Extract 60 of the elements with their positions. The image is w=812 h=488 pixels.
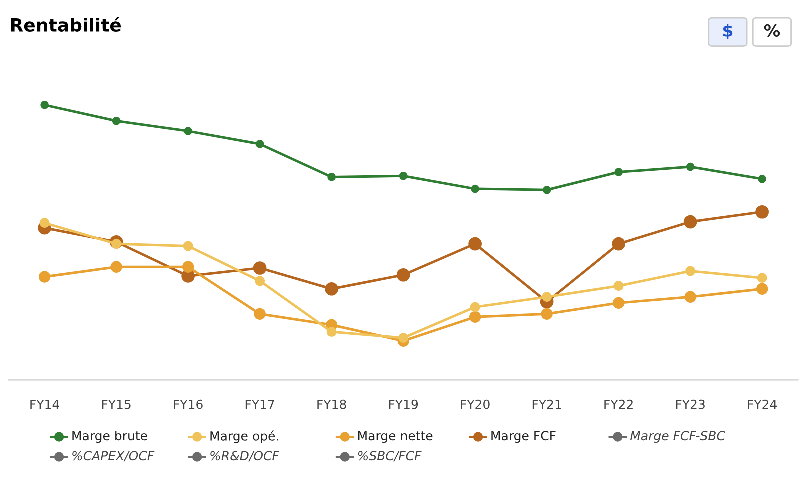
- chart-title: Rentabilité: [11, 17, 122, 32]
- point: [328, 173, 336, 182]
- legend-label: Marge FCF: [492, 431, 556, 444]
- legend-label: %R&D/OCF: [210, 451, 280, 462]
- x-tick-label: FY24: [748, 400, 777, 410]
- point: [469, 311, 482, 324]
- point: [756, 205, 769, 219]
- point: [326, 327, 337, 338]
- point: [758, 174, 766, 184]
- legend-label: %SBC/FCF: [358, 451, 422, 462]
- point: [38, 271, 51, 283]
- point: [614, 281, 624, 292]
- point: [182, 261, 194, 273]
- point: [40, 101, 49, 110]
- point: [471, 184, 480, 194]
- point: [612, 237, 626, 251]
- point: [184, 127, 192, 136]
- legend-label: %CAPEX/OCF: [72, 451, 155, 462]
- legend-label: Marge brute: [72, 430, 148, 444]
- legend-label: Marge FCF-SBC: [630, 431, 726, 444]
- point: [686, 266, 696, 276]
- point: [757, 273, 768, 284]
- point: [684, 215, 698, 229]
- point: [468, 237, 482, 251]
- x-tick-label: FY14: [30, 400, 60, 410]
- point: [256, 140, 264, 148]
- x-tick-label: FY22: [604, 400, 633, 410]
- point: [686, 162, 695, 172]
- point: [399, 172, 408, 180]
- point: [183, 241, 194, 252]
- point: [255, 276, 266, 286]
- point: [612, 297, 625, 309]
- point: [253, 262, 267, 275]
- point: [756, 283, 768, 295]
- x-tick-label: FY19: [389, 400, 418, 410]
- point: [470, 302, 480, 312]
- x-tick-label: FY21: [532, 400, 562, 410]
- x-tick-label: FY20: [461, 400, 490, 410]
- x-tick-label: FY15: [102, 400, 131, 410]
- text: $: [723, 24, 733, 40]
- x-tick-label: FY16: [174, 400, 203, 410]
- point: [112, 116, 121, 126]
- point: [541, 308, 553, 320]
- point: [542, 186, 552, 194]
- point: [40, 218, 50, 228]
- legend-label: Marge opé.: [210, 430, 278, 444]
- text: %: [764, 24, 780, 38]
- point: [542, 292, 552, 302]
- x-tick-label: FY18: [318, 400, 346, 410]
- point: [254, 308, 266, 320]
- x-tick-label: FY23: [676, 400, 705, 410]
- point: [684, 291, 696, 303]
- legend-label: Marge nette: [358, 431, 433, 444]
- point: [396, 268, 410, 282]
- point: [112, 239, 122, 250]
- point: [398, 333, 409, 344]
- point: [614, 168, 623, 176]
- point: [110, 261, 122, 273]
- point: [325, 282, 338, 296]
- x-tick-label: FY17: [246, 400, 274, 410]
